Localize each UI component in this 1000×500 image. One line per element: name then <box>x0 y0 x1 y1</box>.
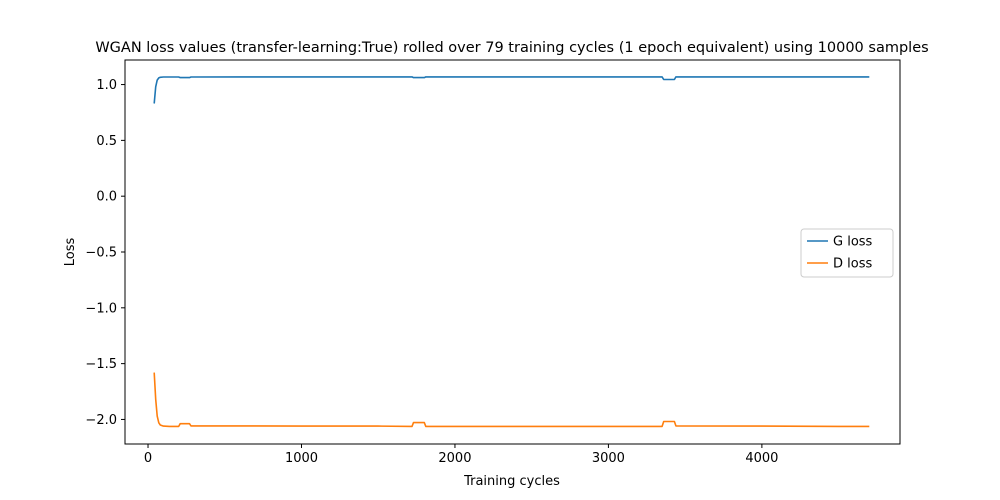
legend-label: G loss <box>833 235 873 250</box>
series-line-d-loss <box>153 372 870 428</box>
x-axis: 0 1000 2000 3000 4000 <box>144 444 778 466</box>
y-tick-label: 0.0 <box>96 190 117 205</box>
chart-title: WGAN loss values (transfer-learning:True… <box>95 40 928 56</box>
x-axis-label: Training cycles <box>463 474 560 489</box>
y-tick-label: −1.0 <box>85 301 117 316</box>
y-tick-label: 0.5 <box>96 134 117 149</box>
y-tick-label: −0.5 <box>85 246 117 261</box>
y-tick-label: −1.5 <box>85 357 117 372</box>
y-tick-label: 1.0 <box>96 78 117 93</box>
series-line-g-loss <box>153 76 870 104</box>
y-axis-label: Loss <box>63 238 78 267</box>
plot-area <box>153 76 870 428</box>
legend-label: D loss <box>833 257 872 272</box>
y-axis: 1.0 0.5 0.0 −0.5 −1.0 −1.5 −2.0 <box>85 78 125 428</box>
x-tick-label: 1000 <box>285 451 318 466</box>
x-tick-label: 0 <box>144 451 152 466</box>
x-tick-label: 4000 <box>745 451 778 466</box>
y-tick-label: −2.0 <box>85 413 117 428</box>
x-tick-label: 2000 <box>438 451 471 466</box>
x-tick-label: 3000 <box>592 451 625 466</box>
legend: G loss D loss <box>800 228 894 278</box>
